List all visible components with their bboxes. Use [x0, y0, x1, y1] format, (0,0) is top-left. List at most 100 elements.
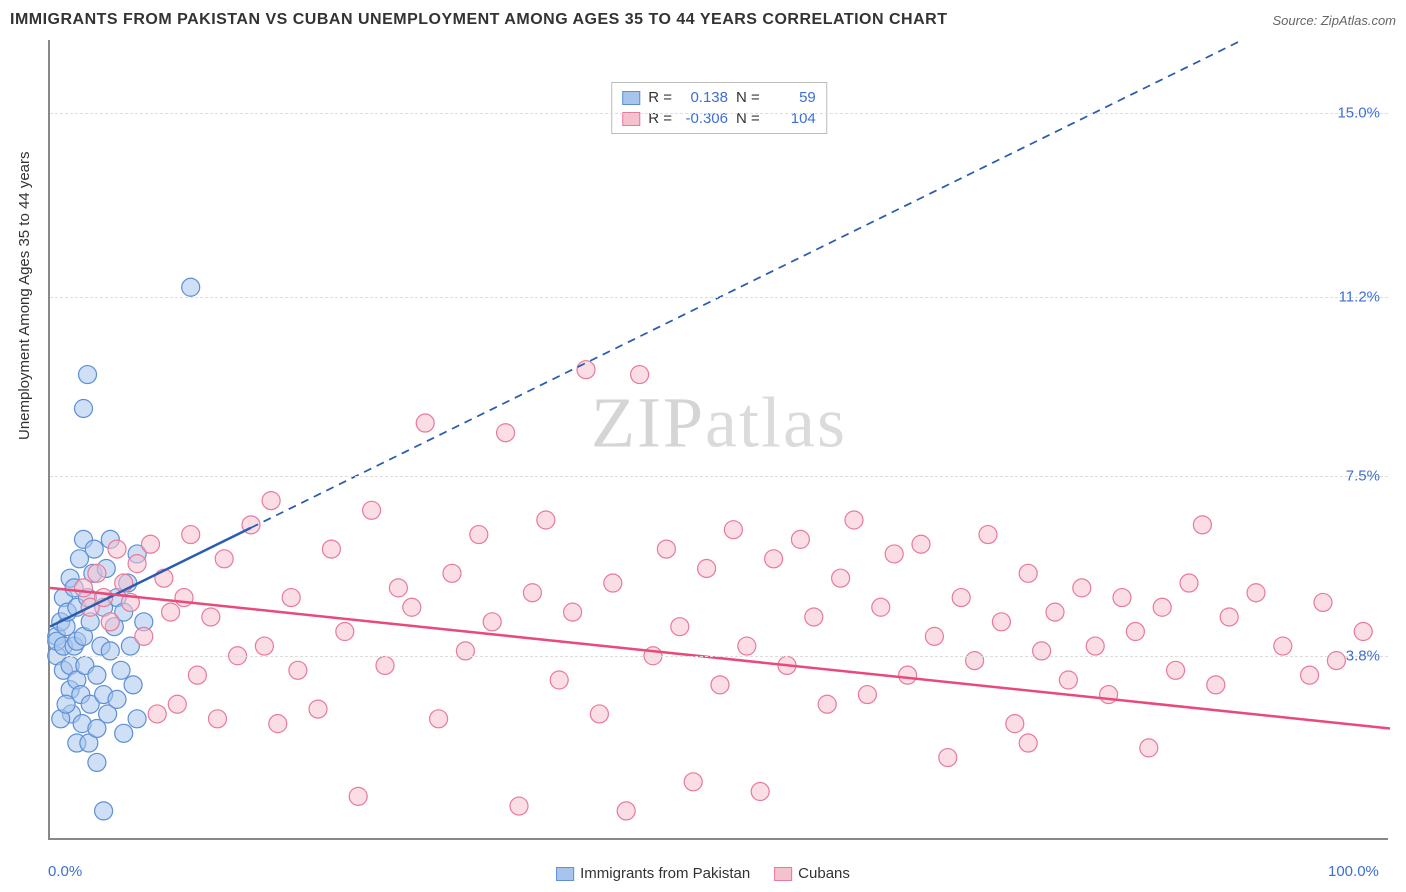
data-point [765, 550, 783, 568]
data-point [162, 603, 180, 621]
data-point [57, 695, 75, 713]
data-point [128, 555, 146, 573]
data-point [966, 652, 984, 670]
data-point [148, 705, 166, 723]
title-bar: IMMIGRANTS FROM PAKISTAN VS CUBAN UNEMPL… [10, 6, 1396, 34]
data-point [805, 608, 823, 626]
data-point [255, 637, 273, 655]
data-point [738, 637, 756, 655]
data-point [430, 710, 448, 728]
data-point [1059, 671, 1077, 689]
data-point [75, 399, 93, 417]
data-point [443, 564, 461, 582]
data-point [1033, 642, 1051, 660]
bottom-legend: Immigrants from Pakistan Cubans [556, 865, 850, 882]
r-label-2: R = [648, 108, 672, 129]
trend-line [50, 588, 1390, 729]
gridline [50, 476, 1388, 477]
legend-item-2: Cubans [774, 865, 850, 882]
data-point [112, 661, 130, 679]
r-value-2: -0.306 [680, 108, 728, 129]
data-point [751, 783, 769, 801]
data-point [1247, 584, 1265, 602]
data-point [416, 414, 434, 432]
data-point [282, 589, 300, 607]
data-point [470, 526, 488, 544]
legend-item-1: Immigrants from Pakistan [556, 865, 750, 882]
n-value-1: 59 [768, 87, 816, 108]
r-label-1: R = [648, 87, 672, 108]
stats-box: R = 0.138 N = 59 R = -0.306 N = 104 [611, 82, 827, 134]
data-point [124, 676, 142, 694]
chart-svg [50, 40, 1388, 838]
data-point [202, 608, 220, 626]
data-point [456, 642, 474, 660]
data-point [215, 550, 233, 568]
data-point [724, 521, 742, 539]
data-point [631, 366, 649, 384]
n-label-2: N = [736, 108, 760, 129]
gridline [50, 297, 1388, 298]
data-point [403, 598, 421, 616]
y-tick-label: 11.2% [1339, 288, 1380, 305]
gridline [50, 113, 1388, 114]
n-value-2: 104 [768, 108, 816, 129]
data-point [262, 492, 280, 510]
data-point [142, 535, 160, 553]
data-point [925, 627, 943, 645]
data-point [1126, 623, 1144, 641]
data-point [1301, 666, 1319, 684]
n-label-1: N = [736, 87, 760, 108]
data-point [88, 753, 106, 771]
data-point [671, 618, 689, 636]
data-point [188, 666, 206, 684]
data-point [88, 564, 106, 582]
source-label: Source: ZipAtlas.com [1272, 13, 1396, 28]
data-point [858, 686, 876, 704]
y-tick-label: 3.8% [1346, 647, 1380, 664]
data-point [791, 530, 809, 548]
data-point [309, 700, 327, 718]
chart-title: IMMIGRANTS FROM PAKISTAN VS CUBAN UNEMPL… [10, 11, 948, 29]
data-point [1167, 661, 1185, 679]
data-point [698, 559, 716, 577]
data-point [376, 656, 394, 674]
data-point [85, 540, 103, 558]
data-point [1086, 637, 1104, 655]
data-point [899, 666, 917, 684]
data-point [832, 569, 850, 587]
data-point [483, 613, 501, 631]
data-point [497, 424, 515, 442]
data-point [711, 676, 729, 694]
data-point [1046, 603, 1064, 621]
data-point [101, 642, 119, 660]
data-point [845, 511, 863, 529]
data-point [1314, 593, 1332, 611]
swatch-series-1 [622, 91, 640, 105]
legend-swatch-2 [774, 867, 792, 881]
data-point [389, 579, 407, 597]
data-point [537, 511, 555, 529]
stats-row-1: R = 0.138 N = 59 [622, 87, 816, 108]
data-point [604, 574, 622, 592]
data-point [289, 661, 307, 679]
data-point [1019, 734, 1037, 752]
data-point [523, 584, 541, 602]
y-axis-label: Unemployment Among Ages 35 to 44 years [16, 151, 33, 440]
legend-label-1: Immigrants from Pakistan [580, 865, 750, 882]
data-point [1354, 623, 1372, 641]
data-point [818, 695, 836, 713]
data-point [992, 613, 1010, 631]
data-point [1180, 574, 1198, 592]
data-point [1113, 589, 1131, 607]
data-point [872, 598, 890, 616]
data-point [684, 773, 702, 791]
data-point [88, 666, 106, 684]
data-point [175, 589, 193, 607]
data-point [101, 613, 119, 631]
plot-area: ZIPatlas R = 0.138 N = 59 R = -0.306 N =… [48, 40, 1388, 840]
data-point [1193, 516, 1211, 534]
data-point [108, 690, 126, 708]
legend-label-2: Cubans [798, 865, 850, 882]
data-point [322, 540, 340, 558]
